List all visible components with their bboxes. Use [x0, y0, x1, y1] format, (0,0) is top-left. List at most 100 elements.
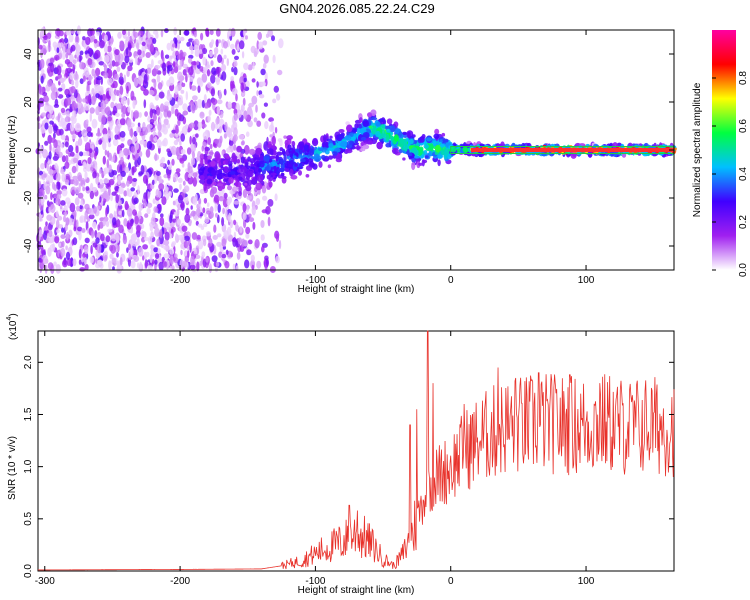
spectrogram-noise-cell — [133, 77, 139, 87]
spectrogram-noise-cell — [147, 202, 153, 208]
spectrogram-noise-cell — [191, 232, 198, 240]
spectrogram-noise-cell — [122, 105, 127, 114]
spectrogram-noise-cell — [50, 192, 53, 201]
spectrogram-signal-cell — [338, 134, 345, 140]
spectrogram-signal-cell — [462, 146, 468, 153]
spectrogram-signal-cell — [204, 156, 208, 165]
spectrogram-noise-cell — [230, 79, 235, 89]
spectrogram-noise-cell — [233, 61, 238, 67]
spectrogram-noise-cell — [174, 253, 178, 259]
spectrogram-noise-cell — [84, 263, 89, 271]
spectrogram-noise-cell — [140, 164, 145, 175]
spectrogram-noise-cell — [243, 62, 249, 71]
spectrogram-signal-cell — [281, 175, 287, 180]
spectrogram-noise-cell — [219, 135, 223, 144]
spectrogram-noise-cell — [190, 85, 197, 91]
spectrogram-noise-cell — [189, 122, 195, 129]
spectrogram-noise-cell — [193, 31, 197, 38]
spectrogram-noise-cell — [221, 253, 227, 259]
spectrogram-noise-cell — [260, 234, 265, 241]
spectrogram-noise-cell — [155, 106, 161, 116]
spectrogram-y-axis-label: Frequency (Hz) — [7, 116, 18, 185]
spectrogram-noise-cell — [188, 173, 192, 178]
spectrogram-noise-cell — [119, 131, 126, 138]
spectrogram-noise-cell — [205, 257, 209, 263]
spectrogram-signal-cell — [318, 161, 323, 168]
spectrogram-signal-cell — [345, 148, 353, 154]
spectrogram-noise-cell — [209, 29, 214, 36]
spectrogram-noise-cell — [65, 97, 72, 106]
spectrogram-noise-cell — [131, 166, 135, 176]
spectrogram-noise-cell — [248, 217, 255, 223]
spectrogram-signal-cell — [218, 161, 222, 168]
spectrogram-noise-cell — [149, 108, 153, 119]
spectrogram-noise-cell — [77, 97, 83, 104]
spectrogram-noise-cell — [267, 216, 271, 227]
snr-x-tick-label: -300 — [35, 576, 55, 587]
spectrogram-noise-cell — [167, 64, 173, 72]
spectrogram-signal-cell — [275, 154, 280, 162]
spectrogram-noise-cell — [264, 121, 269, 130]
spectrogram-signal-cell — [411, 147, 418, 154]
spectrogram-noise-cell — [198, 79, 204, 87]
spectrogram-noise-cell — [232, 263, 236, 270]
spectrogram-noise-cell — [275, 255, 280, 264]
spectrogram-noise-cell — [112, 217, 117, 226]
spectrogram-noise-cell — [212, 235, 218, 240]
spectrogram-signal-cell — [439, 144, 446, 148]
spectrogram-noise-cell — [76, 205, 80, 212]
spectrogram-noise-cell — [177, 71, 183, 82]
spectrogram-noise-cell — [38, 180, 41, 189]
spectrogram-noise-cell — [150, 216, 156, 226]
spectrogram-noise-cell — [247, 64, 253, 71]
spectrogram-noise-cell — [48, 151, 52, 160]
spectrogram-noise-cell — [70, 257, 74, 267]
colorbar-tick-label: 0.0 — [738, 263, 749, 277]
spectrogram-noise-cell — [57, 94, 64, 99]
spectrogram-noise-cell — [116, 66, 121, 72]
spectrogram-signal-cell — [404, 144, 408, 152]
spectrogram-noise-cell — [86, 228, 90, 234]
spectrogram-noise-cell — [190, 255, 195, 266]
spectrogram-noise-cell — [112, 80, 118, 89]
spectrogram-noise-cell — [66, 67, 72, 73]
spectrogram-noise-cell — [204, 146, 209, 156]
spectrogram-signal-cell — [235, 176, 239, 180]
spectrogram-noise-cell — [121, 161, 125, 169]
spectrogram-signal-cell — [447, 153, 452, 159]
spectrogram-noise-cell — [238, 40, 245, 50]
spectrogram-signal-cell — [211, 169, 217, 176]
spectrogram-signal-cell — [261, 185, 267, 194]
spectrogram-y-ticks: -40 -20 0 20 40 — [23, 48, 674, 253]
spectrogram-noise-cell — [235, 240, 239, 248]
spectrogram-noise-cell — [56, 47, 60, 54]
spectrogram-noise-cell — [118, 210, 122, 215]
snr-frame — [37, 330, 675, 572]
spectrogram-signal-cell — [360, 136, 367, 141]
spectrogram-signal-cell — [312, 139, 317, 145]
spectrogram-signal-cell — [317, 147, 324, 151]
spectrogram-noise-cell — [162, 261, 168, 268]
spectrogram-noise-cell — [130, 146, 135, 153]
spectrogram-signal-cell — [362, 132, 370, 139]
spectrogram-signal-cell — [276, 151, 283, 156]
spectrogram-noise-cell — [136, 225, 141, 233]
spectrogram-noise-cell — [152, 179, 155, 185]
spectrogram-noise-cell — [103, 178, 110, 184]
spectrogram-signal-cell — [346, 124, 353, 133]
spectrogram-noise-cell — [190, 157, 196, 166]
spectrogram-noise-cell — [105, 207, 108, 217]
spectrogram-signal-cell — [268, 181, 273, 188]
spectrogram-noise-cell — [91, 230, 95, 239]
spectrogram-noise-cell — [154, 153, 158, 162]
spectrogram-noise-cell — [220, 48, 224, 55]
spectrogram-noise-cell — [49, 120, 54, 125]
spectrogram-noise-cell — [112, 266, 115, 271]
colorbar-tick-label: 0.6 — [738, 119, 749, 133]
spectrogram-signal-cell — [235, 180, 239, 187]
spectrogram-noise-cell — [129, 247, 134, 257]
spectrogram-noise-cell — [238, 191, 243, 197]
spectrogram-signal-cell — [414, 155, 420, 159]
spectrogram-noise-cell — [76, 44, 81, 53]
